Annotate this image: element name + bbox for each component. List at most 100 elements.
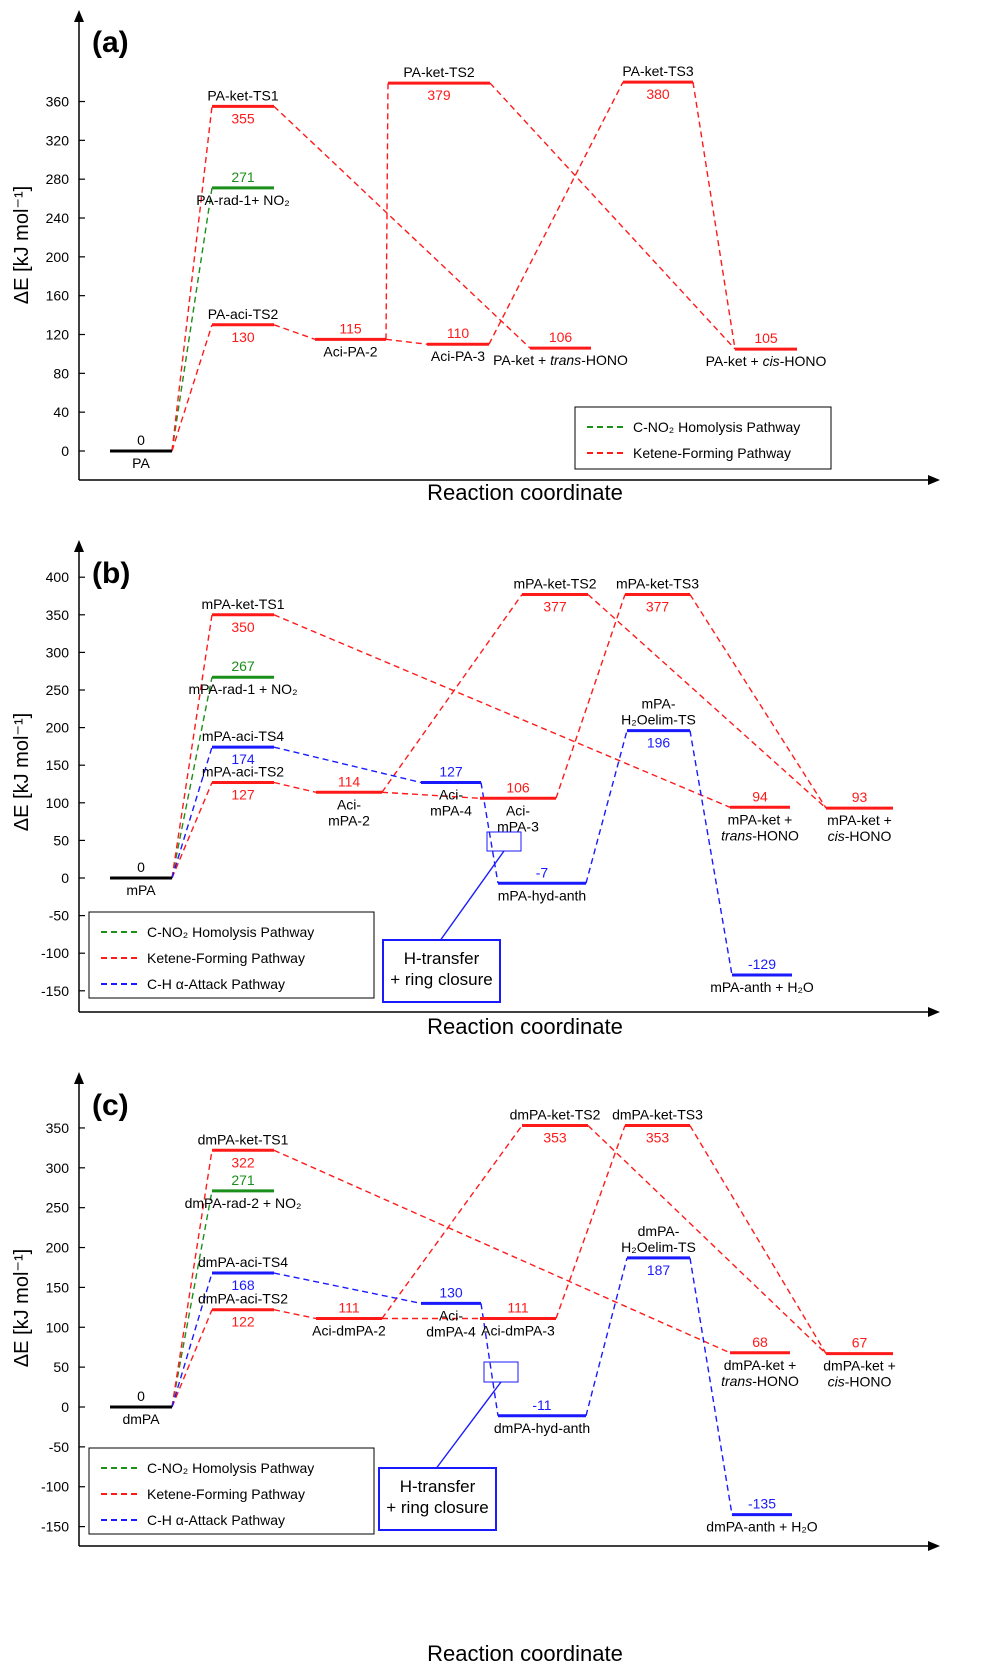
y-tick-label: 0 (61, 1399, 69, 1415)
connector-ts3-ketC (689, 594, 827, 809)
name-label-ts2: mPA-ket-TS2 (514, 575, 597, 591)
legend-label-green: C-NO₂ Homolysis Pathway (147, 1460, 314, 1476)
connector-aci2-aci3 (381, 791, 481, 799)
connector-PA-aciTS4 (171, 1272, 213, 1408)
x-axis-title: Reaction coordinate (427, 1641, 623, 1666)
callout-marker-box (483, 1361, 519, 1383)
name-label-ts2: PA-ket-TS2 (403, 64, 475, 80)
y-tick-label: 240 (46, 210, 70, 226)
value-label-aciTS2: 127 (231, 786, 255, 802)
name-label-ketC: mPA-ket + cis-HONO (827, 812, 892, 844)
name-label-ts1: dmPA-ket-TS1 (198, 1131, 289, 1147)
value-label-ts2: 353 (543, 1130, 567, 1146)
callout-arrow-line (431, 1381, 502, 1475)
legend-label-blue: C-H α-Attack Pathway (147, 1512, 285, 1528)
name-label-PA: dmPA (122, 1411, 160, 1427)
name-label-aci4: Aci-dmPA-4 (426, 1307, 476, 1339)
value-label-ketT: 68 (752, 1334, 768, 1350)
connector-PA-aciTS4 (171, 746, 213, 879)
name-label-ts1: PA-ket-TS1 (207, 87, 279, 103)
panel-label: (b) (92, 557, 130, 590)
value-label-rad: 267 (231, 658, 255, 674)
name-label-rad: mPA-rad-1 + NO₂ (188, 681, 297, 697)
connector-aci2-ts2 (381, 594, 523, 793)
name-label-PA: mPA (126, 882, 156, 898)
connector-aciTS4-aci4 (273, 1272, 422, 1305)
callout-text: H-transfer + ring closure (390, 949, 493, 989)
y-tick-label: 360 (46, 94, 70, 110)
y-tick-label: 250 (46, 1200, 70, 1216)
y-tick-label: 250 (46, 682, 70, 698)
panel-label: (a) (92, 26, 129, 59)
y-tick-label: 100 (46, 1319, 70, 1335)
value-label-ts3: 353 (646, 1130, 670, 1146)
name-label-aci2: Aci-PA-2 (323, 343, 377, 359)
y-tick-label: 160 (46, 288, 70, 304)
name-label-aci3: Aci-mPA-3 (497, 802, 539, 834)
connector-ts1-ketT (273, 614, 731, 808)
value-label-aci4: 130 (439, 1284, 463, 1300)
name-label-ketT: mPA-ket + trans-HONO (721, 811, 799, 843)
legend-label-green: C-NO₂ Homolysis Pathway (147, 924, 314, 940)
name-label-ketT: PA-ket + trans-HONO (493, 352, 628, 368)
connector-PA-rad (171, 1190, 213, 1408)
name-label-rad: PA-rad-1+ NO₂ (196, 192, 289, 208)
value-label-rad: 271 (231, 1172, 255, 1188)
connector-aciTS2-aci2 (273, 781, 317, 793)
name-label-aci2: Aci-mPA-2 (328, 796, 370, 828)
y-tick-label: 50 (53, 1359, 69, 1375)
y-tick-label: 400 (46, 569, 70, 585)
name-label-hyd: mPA-hyd-anth (498, 887, 586, 903)
y-tick-label: 120 (46, 327, 70, 343)
y-tick-label: -100 (41, 945, 69, 961)
callout-text: H-transfer + ring closure (386, 1477, 489, 1517)
connector-aci3-ts3 (555, 594, 626, 799)
connector-aci3-ts3 (555, 1125, 626, 1319)
value-label-PA: 0 (137, 1388, 145, 1404)
value-label-hyd: -7 (536, 864, 549, 880)
connector-aciTS2-aci2 (273, 324, 316, 341)
value-label-aci2: 115 (339, 320, 362, 336)
name-label-aci3: Aci-dmPA-3 (481, 1322, 555, 1338)
value-label-ketC: 105 (754, 330, 778, 346)
value-label-aci3: 110 (447, 325, 470, 341)
y-tick-label: -100 (41, 1479, 69, 1495)
y-tick-label: 300 (46, 644, 70, 660)
name-label-h2o: mPA-H₂Oelim-TS (621, 696, 696, 728)
y-tick-label: -50 (49, 908, 69, 924)
name-label-aci4: Aci-mPA-4 (430, 786, 472, 818)
value-label-PA: 0 (137, 432, 145, 448)
name-label-ts1: mPA-ket-TS1 (202, 596, 285, 612)
name-label-aciTS4: dmPA-aci-TS4 (198, 1254, 288, 1270)
name-label-ts3: mPA-ket-TS3 (616, 575, 699, 591)
value-label-ketC: 93 (852, 789, 868, 805)
value-label-hyd: -11 (532, 1397, 551, 1413)
connector-aciTS2-aci2 (273, 1309, 317, 1320)
y-tick-label: 80 (53, 365, 69, 381)
connector-aci3-ts3 (488, 81, 624, 345)
name-label-ts3: PA-ket-TS3 (622, 63, 694, 79)
value-label-h2o: 196 (647, 735, 671, 751)
connector-ts2-ketC (489, 82, 736, 350)
legend-label-red: Ketene-Forming Pathway (147, 1486, 305, 1502)
value-label-rad: 271 (231, 169, 255, 185)
connector-PA-aciTS2 (171, 782, 213, 879)
y-axis-title: ΔE [kJ mol⁻¹] (11, 713, 33, 831)
y-axis-title: ΔE [kJ mol⁻¹] (11, 186, 33, 304)
value-label-ketC: 67 (852, 1335, 868, 1351)
connector-PA-rad (171, 677, 213, 879)
x-axis-arrow (928, 475, 940, 485)
name-label-ketT: dmPA-ket + trans-HONO (721, 1357, 799, 1389)
y-tick-label: 320 (46, 132, 70, 148)
value-label-aciTS2: 130 (231, 329, 255, 345)
value-label-ketT: 94 (752, 788, 768, 804)
value-label-ketT: 106 (549, 329, 573, 345)
panel-b: -150 -100 -50 0 50 100 150 200 250 300 350 400 ΔE [k… (11, 540, 940, 1039)
name-label-ketC: PA-ket + cis-HONO (706, 353, 827, 369)
name-label-aciTS4: mPA-aci-TS4 (202, 728, 284, 744)
x-axis-title: Reaction coordinate (427, 480, 623, 505)
connector-aci4-hyd (480, 1303, 499, 1416)
connector-PA-aciTS2 (171, 1309, 213, 1408)
name-label-aciTS2: dmPA-aci-TS2 (198, 1291, 288, 1307)
value-label-PA: 0 (137, 859, 145, 875)
